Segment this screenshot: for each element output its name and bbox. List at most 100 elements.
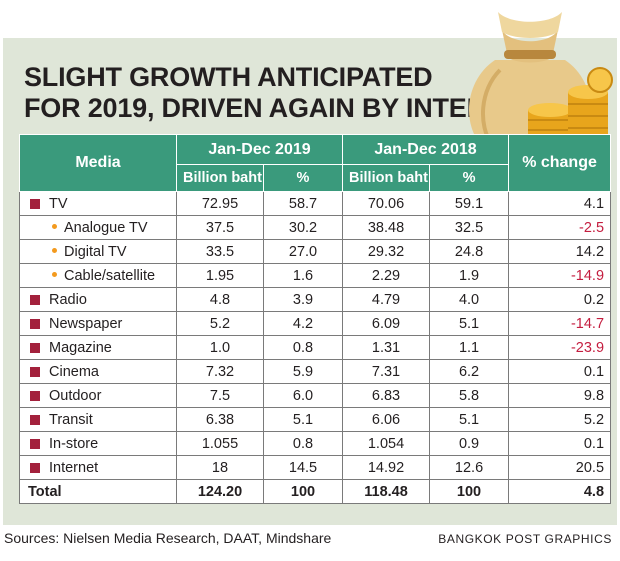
cell-percent-2019: 1.6 xyxy=(262,263,344,288)
media-label: Internet xyxy=(19,455,177,480)
cell-billion-2018: 7.31 xyxy=(342,359,431,384)
total-label: Total xyxy=(19,479,177,504)
media-label: Analogue TV xyxy=(19,215,177,240)
table-row: Analogue TV 37.5 30.2 38.48 32.5 -2.5 xyxy=(19,215,612,240)
cell-change: -2.5 xyxy=(508,215,612,240)
media-label-text: Cable/satellite xyxy=(64,267,156,284)
cell-billion-2018: 6.09 xyxy=(342,311,431,336)
media-label-text: Analogue TV xyxy=(64,219,148,236)
header-period-2018: Jan-Dec 2018 xyxy=(342,134,510,165)
cell-billion-2019: 72.95 xyxy=(176,191,264,216)
cell-billion-2018: 29.32 xyxy=(342,239,431,264)
total-percent-2018: 100 xyxy=(429,479,510,504)
media-label-text: Radio xyxy=(49,291,87,308)
table-row: Cable/satellite 1.95 1.6 2.29 1.9 -14.9 xyxy=(19,263,612,288)
table-row: Newspaper 5.2 4.2 6.09 5.1 -14.7 xyxy=(19,311,612,336)
media-label: Outdoor xyxy=(19,383,177,408)
cell-billion-2019: 1.055 xyxy=(176,431,264,456)
cell-billion-2018: 6.06 xyxy=(342,407,431,432)
cell-percent-2019: 0.8 xyxy=(262,431,344,456)
square-bullet-icon xyxy=(30,318,40,329)
cell-billion-2018: 14.92 xyxy=(342,455,431,480)
media-label: Digital TV xyxy=(19,239,177,264)
cell-change: 0.1 xyxy=(508,359,612,384)
table-row: Cinema 7.32 5.9 7.31 6.2 0.1 xyxy=(19,359,612,384)
cell-percent-2018: 5.8 xyxy=(429,383,510,408)
media-label-text: TV xyxy=(49,195,68,212)
media-label: Cable/satellite xyxy=(19,263,177,288)
square-bullet-icon xyxy=(30,342,40,353)
cell-change: 9.8 xyxy=(508,383,612,408)
total-row: Total 124.20 100 118.48 100 4.8 xyxy=(19,479,612,504)
cell-percent-2019: 14.5 xyxy=(262,455,344,480)
cell-billion-2018: 6.83 xyxy=(342,383,431,408)
cell-percent-2018: 32.5 xyxy=(429,215,510,240)
sources-note: Sources: Nielsen Media Research, DAAT, M… xyxy=(4,530,332,546)
table-row: TV 72.95 58.7 70.06 59.1 4.1 xyxy=(19,191,612,216)
cell-percent-2018: 6.2 xyxy=(429,359,510,384)
headline: SLIGHT GROWTH ANTICIPATED FOR 2019, DRIV… xyxy=(24,62,539,124)
header-billion-baht-2018: Billion baht xyxy=(342,164,431,192)
media-label: Newspaper xyxy=(19,311,177,336)
cell-percent-2018: 24.8 xyxy=(429,239,510,264)
cell-percent-2018: 12.6 xyxy=(429,455,510,480)
media-label-text: Outdoor xyxy=(49,387,102,404)
cell-percent-2019: 4.2 xyxy=(262,311,344,336)
media-label-text: In-store xyxy=(49,435,99,452)
header-media: Media xyxy=(19,134,177,192)
table-row: Internet 18 14.5 14.92 12.6 20.5 xyxy=(19,455,612,480)
cell-billion-2018: 4.79 xyxy=(342,287,431,312)
cell-billion-2018: 1.054 xyxy=(342,431,431,456)
square-bullet-icon xyxy=(30,414,40,425)
cell-change: -14.7 xyxy=(508,311,612,336)
media-label: Radio xyxy=(19,287,177,312)
cell-change: 0.2 xyxy=(508,287,612,312)
header-change: % change xyxy=(508,134,612,192)
square-bullet-icon xyxy=(30,462,40,473)
cell-billion-2019: 33.5 xyxy=(176,239,264,264)
dot-bullet-icon xyxy=(52,223,57,229)
cell-percent-2019: 6.0 xyxy=(262,383,344,408)
total-percent-2019: 100 xyxy=(262,479,344,504)
media-label: Magazine xyxy=(19,335,177,360)
square-bullet-icon xyxy=(30,390,40,401)
cell-billion-2019: 37.5 xyxy=(176,215,264,240)
cell-percent-2019: 30.2 xyxy=(262,215,344,240)
cell-change: -14.9 xyxy=(508,263,612,288)
cell-percent-2018: 5.1 xyxy=(429,407,510,432)
dot-bullet-icon xyxy=(52,247,57,253)
cell-billion-2019: 1.0 xyxy=(176,335,264,360)
cell-billion-2019: 1.95 xyxy=(176,263,264,288)
total-change: 4.8 xyxy=(508,479,612,504)
media-label-text: Magazine xyxy=(49,339,112,356)
cell-percent-2018: 1.1 xyxy=(429,335,510,360)
media-label: Cinema xyxy=(19,359,177,384)
header-percent-2019: % xyxy=(262,164,344,192)
total-billion-2018: 118.48 xyxy=(342,479,431,504)
cell-billion-2019: 7.5 xyxy=(176,383,264,408)
cell-change: 14.2 xyxy=(508,239,612,264)
media-label-text: Newspaper xyxy=(49,315,123,332)
cell-percent-2019: 27.0 xyxy=(262,239,344,264)
media-label-text: Cinema xyxy=(49,363,99,380)
header-period-2019: Jan-Dec 2019 xyxy=(175,134,344,165)
cell-billion-2018: 1.31 xyxy=(342,335,431,360)
cell-change: -23.9 xyxy=(508,335,612,360)
cell-percent-2019: 58.7 xyxy=(262,191,344,216)
table-row: Magazine 1.0 0.8 1.31 1.1 -23.9 xyxy=(19,335,612,360)
cell-change: 20.5 xyxy=(508,455,612,480)
table-row: Radio 4.8 3.9 4.79 4.0 0.2 xyxy=(19,287,612,312)
cell-billion-2018: 70.06 xyxy=(342,191,431,216)
dot-bullet-icon xyxy=(52,271,57,277)
cell-billion-2019: 4.8 xyxy=(176,287,264,312)
header-billion-baht-2019: Billion baht xyxy=(176,164,264,192)
cell-percent-2019: 0.8 xyxy=(262,335,344,360)
graphics-credit: BANGKOK POST GRAPHICS xyxy=(438,532,612,546)
cell-billion-2019: 7.32 xyxy=(176,359,264,384)
cell-change: 0.1 xyxy=(508,431,612,456)
total-billion-2019: 124.20 xyxy=(176,479,264,504)
media-label-text: Internet xyxy=(49,459,99,476)
media-label: TV xyxy=(19,191,177,216)
cell-change: 4.1 xyxy=(508,191,612,216)
square-bullet-icon xyxy=(30,198,40,209)
